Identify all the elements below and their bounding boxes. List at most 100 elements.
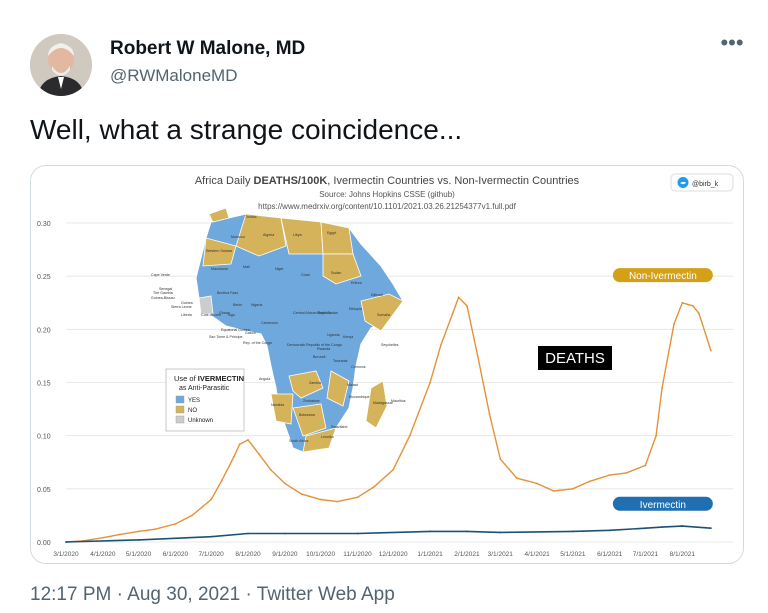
meta-separator: · — [111, 584, 128, 605]
author-name[interactable]: Robert W Malone, MD — [110, 38, 306, 59]
data-point — [588, 480, 591, 483]
map-country-label: Western Sahara — [206, 249, 232, 253]
data-point — [429, 530, 431, 533]
chart: Africa Daily DEATHS/100K, Ivermectin Cou… — [31, 166, 743, 563]
data-point — [698, 312, 700, 315]
data-point — [709, 349, 712, 352]
data-point — [466, 305, 468, 307]
data-point — [466, 530, 468, 533]
legend-item-label: YES — [188, 398, 200, 404]
map-country-label: Democratic Republic of the Congo — [287, 343, 342, 347]
more-dots-icon[interactable]: ••• — [720, 30, 744, 55]
map-country-label: Mozambique — [349, 395, 370, 399]
map-country-label: Tanzania — [333, 359, 347, 363]
map-country-label: South Sudan — [317, 311, 338, 315]
data-point — [608, 474, 611, 476]
legend-item-label: NO — [188, 408, 197, 414]
map-country-label: Eritrea — [351, 281, 362, 285]
x-tick-label: 8/1/2020 — [235, 551, 261, 558]
x-tick-label: 7/1/2021 — [633, 551, 659, 558]
meta-separator: · — [240, 584, 257, 605]
map-country-label: Cote d'Ivoire — [201, 313, 221, 317]
tweet-client[interactable]: Twitter Web App — [256, 584, 395, 605]
map-country-label: Angola — [259, 377, 270, 381]
chart-url: https://www.medrxiv.org/content/10.1101/… — [258, 202, 516, 211]
data-point — [336, 500, 339, 503]
tweet-text: Well, what a strange coincidence... — [30, 114, 463, 145]
data-point — [220, 479, 223, 482]
data-point — [257, 452, 260, 455]
x-tick-label: 1/1/2021 — [417, 551, 443, 558]
credit-handle: @birb_k — [692, 181, 719, 188]
data-point — [692, 305, 694, 307]
avatar[interactable] — [30, 34, 92, 96]
data-point — [516, 477, 518, 480]
data-point — [284, 532, 286, 535]
map-country-label: Djibouti — [371, 293, 383, 297]
data-point — [210, 498, 213, 501]
data-point — [681, 301, 684, 304]
series-label-box — [612, 496, 713, 511]
map-country-label: Namibia — [271, 403, 284, 407]
map-country-label: Sudan — [331, 271, 341, 275]
data-point — [571, 530, 574, 533]
y-tick-label: 0.15 — [37, 381, 51, 388]
data-point — [709, 527, 712, 530]
chart-title-pre: Africa Daily — [195, 175, 254, 187]
map-country-label: Cape Verde — [151, 273, 170, 277]
map-country-label: Libya — [293, 233, 302, 237]
data-point — [488, 413, 491, 416]
tweet-time[interactable]: 12:17 PM — [30, 584, 112, 605]
x-tick-label: 6/1/2020 — [163, 551, 189, 558]
y-tick-label: 0.05 — [37, 487, 51, 494]
series-label-box — [612, 268, 713, 283]
x-tick-label: 9/1/2020 — [272, 551, 298, 558]
x-tick-label: 10/1/2020 — [306, 551, 335, 558]
map-country-label: Swaziland — [331, 425, 347, 429]
map-country-label: Sao Tome & Principe — [209, 335, 243, 339]
map-country-label: Comoros — [351, 365, 366, 369]
data-point — [571, 487, 574, 490]
tweet-media-image[interactable]: Africa Daily DEATHS/100K, Ivermectin Cou… — [30, 165, 744, 564]
map-country-label: Lesotho — [321, 435, 334, 439]
data-point — [476, 355, 479, 357]
data-point — [661, 386, 663, 389]
author-handle[interactable]: @RWMaloneMD — [110, 66, 238, 85]
legend-title-bold: IVERMECTIN — [198, 374, 244, 383]
y-tick-label: 0.00 — [37, 540, 51, 547]
data-point — [174, 523, 177, 525]
data-point — [673, 323, 675, 325]
series-label: Ivermectin — [640, 500, 686, 511]
tweet-date[interactable]: Aug 30, 2021 — [127, 584, 241, 605]
map-country-label: Algeria — [263, 233, 274, 237]
map-country-label: Burkina Faso — [217, 291, 238, 295]
data-point — [137, 530, 140, 533]
legend-swatch — [175, 405, 185, 414]
legend-subtitle: as Anti-Parasitic — [179, 385, 230, 392]
y-tick-label: 0.20 — [37, 327, 51, 334]
map-country-label: Togo — [227, 313, 235, 317]
data-point — [644, 527, 647, 530]
deaths-label-box — [538, 346, 612, 370]
data-point — [661, 526, 663, 529]
map-country-label: Cameroon — [261, 321, 278, 325]
x-tick-label: 6/1/2021 — [597, 551, 623, 558]
data-point — [137, 538, 140, 541]
x-tick-label: 12/1/2020 — [379, 551, 408, 558]
map-country-label: Zambia — [309, 381, 321, 385]
chart-title-post: , Ivermectin Countries vs. Non-Ivermecti… — [327, 175, 579, 187]
map-country-label: Guinea — [181, 301, 193, 305]
map-country-label: Kenya — [343, 335, 353, 339]
data-point — [247, 439, 249, 441]
map-country-label: Mali — [243, 265, 250, 269]
data-point — [644, 464, 647, 467]
map-country-label: Sierra Leone — [171, 305, 192, 309]
map-country-label: Senegal — [159, 287, 172, 291]
x-tick-label: 7/1/2020 — [198, 551, 224, 558]
data-point — [238, 443, 241, 446]
map-country-label: Niger — [275, 267, 284, 271]
map-country-label: Guinea-Bissau — [151, 296, 175, 300]
data-point — [319, 498, 322, 501]
data-point — [681, 525, 684, 527]
legend-swatch — [175, 415, 185, 424]
